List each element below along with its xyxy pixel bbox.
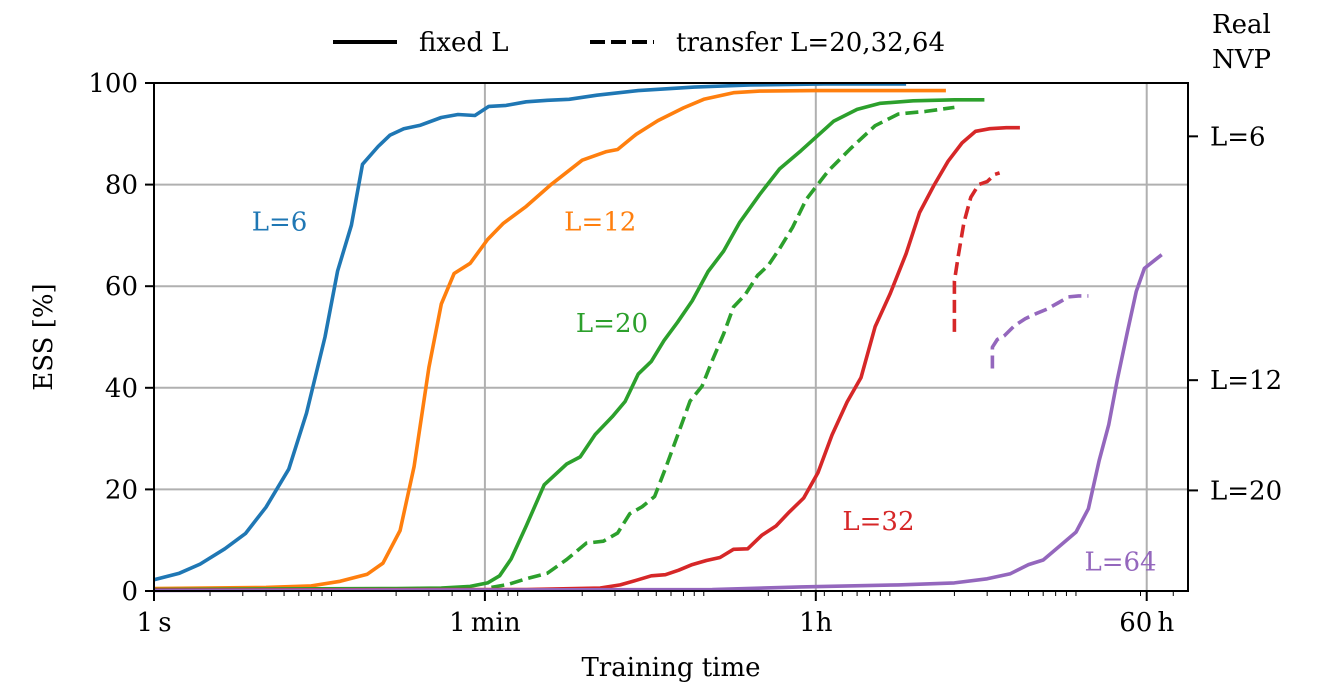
curve-label-l-6: L=6 <box>252 207 308 237</box>
curve-label-l-20: L=20 <box>576 309 648 339</box>
legend: fixed L transfer L=20,32,64 <box>333 28 945 58</box>
x-axis-label: Training time <box>581 653 760 683</box>
legend-fixed-label: fixed L <box>419 28 509 58</box>
legend-transfer-label: transfer L=20,32,64 <box>676 28 945 58</box>
y-tick-label: 40 <box>105 374 138 404</box>
y-tick-label: 60 <box>105 272 138 302</box>
curve-labels: L=6 L=12 L=20 L=32 L=64 <box>252 207 1157 577</box>
axis-ticks: 0 20 40 60 80 100 1 s 1 min 1h 60 h <box>88 69 1174 638</box>
series-l-20 <box>153 98 985 592</box>
right-axis-title-line2: NVP <box>1212 45 1271 75</box>
y-tick-label: 80 <box>105 171 138 201</box>
series-l-12 <box>153 88 946 591</box>
y-tick-label: 20 <box>105 475 138 505</box>
series-transfer-l-32 <box>952 171 1001 332</box>
y-axis-label: ESS [%] <box>29 283 59 390</box>
series-l-6 <box>153 82 907 582</box>
curve-label-l-12: L=12 <box>564 207 636 237</box>
x-tick-label: 1h <box>799 608 833 638</box>
series-l-32 <box>153 125 1020 592</box>
series-transfer-l-64 <box>990 294 1089 369</box>
curve-label-l-64: L=64 <box>1084 548 1156 578</box>
x-tick-label: 1 min <box>449 608 521 638</box>
series-transfer-l-20 <box>491 105 955 590</box>
right-axis-ticks: L=6 L=12 L=20 <box>1188 122 1282 506</box>
right-axis-title-line1: Real <box>1212 10 1271 40</box>
right-tick-label: L=6 <box>1210 122 1266 152</box>
y-tick-label: 0 <box>121 577 138 607</box>
series-curves <box>153 82 1163 593</box>
right-tick-label: L=20 <box>1210 476 1282 506</box>
right-tick-label: L=12 <box>1210 366 1282 396</box>
plot-frame <box>153 82 1189 592</box>
x-tick-label: 1 s <box>136 608 171 638</box>
series-l-64 <box>153 253 1163 593</box>
y-tick-label: 100 <box>88 69 138 99</box>
curve-label-l-32: L=32 <box>842 507 914 537</box>
x-tick-label: 60 h <box>1119 608 1174 638</box>
